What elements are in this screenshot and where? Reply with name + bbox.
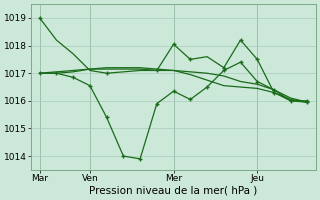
X-axis label: Pression niveau de la mer( hPa ): Pression niveau de la mer( hPa ) — [90, 186, 258, 196]
